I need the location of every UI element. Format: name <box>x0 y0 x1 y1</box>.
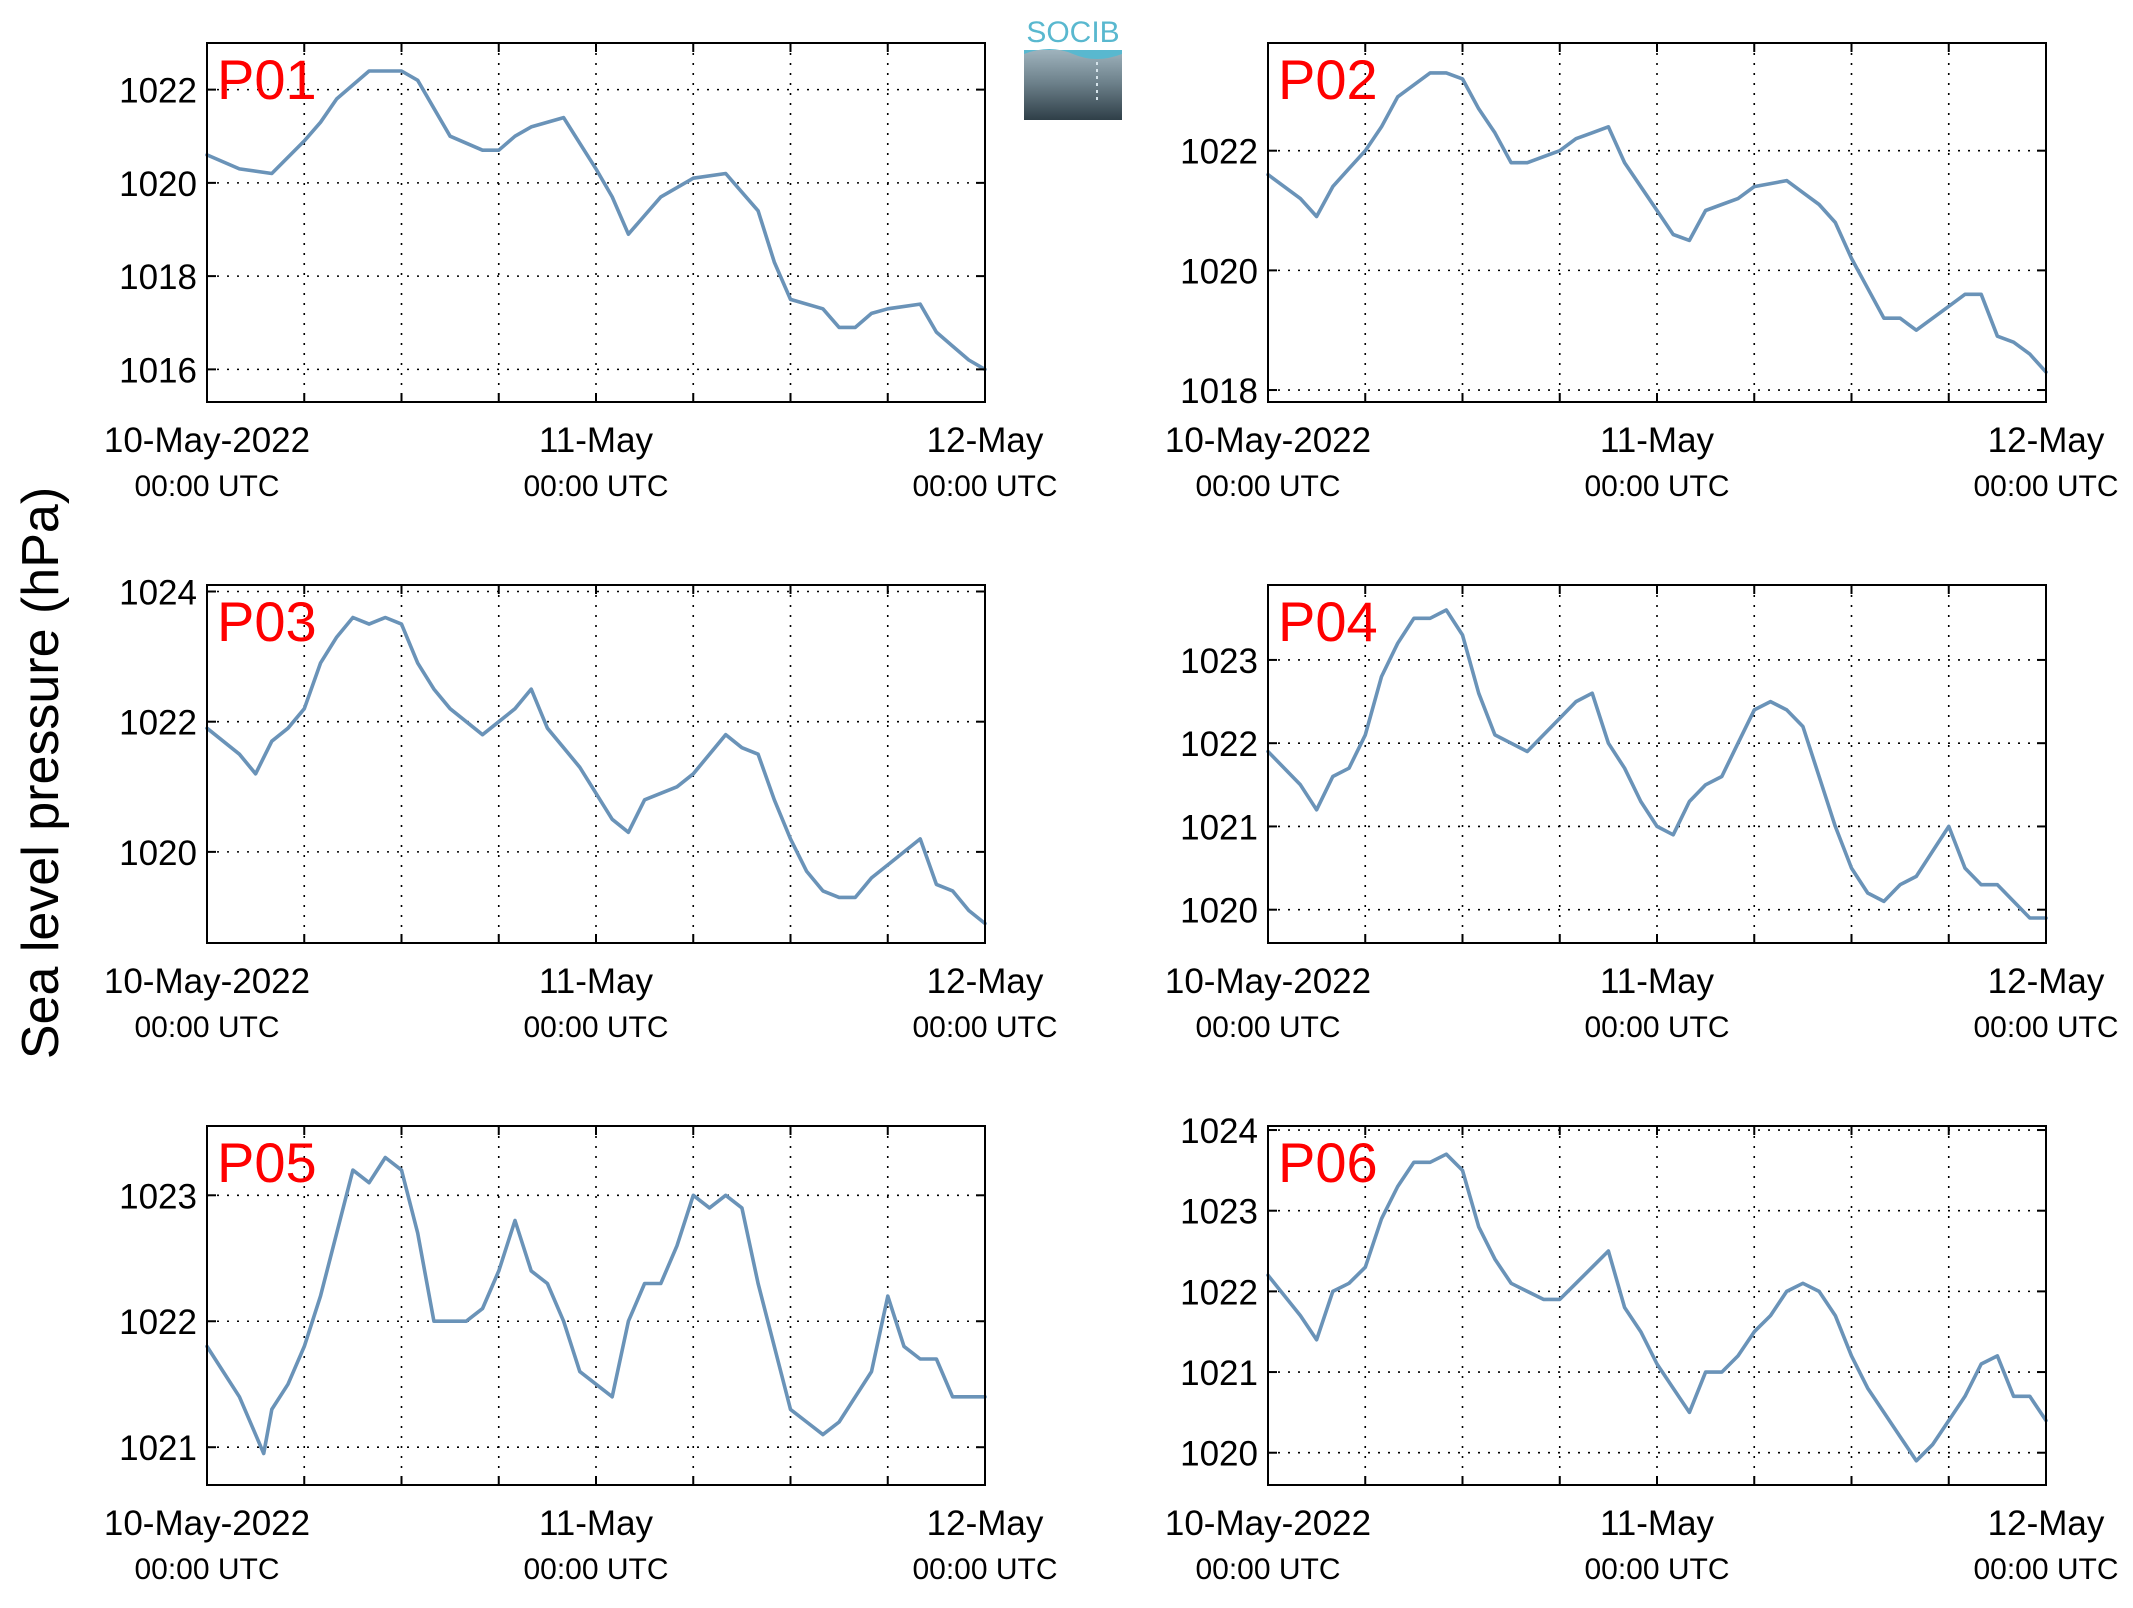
panel-p01: 1016 1018 1020 1022 10-May-2022 00:00 UTC 11-M… <box>104 42 1058 503</box>
socib-logo-wave <box>1024 49 1122 59</box>
x-tick-label: 10-May-2022 <box>1165 421 1371 460</box>
x-tick-sublabel: 00:00 UTC <box>1584 1553 1729 1586</box>
x-tick-label: 11-May <box>539 962 654 1001</box>
x-tick-label: 10-May-2022 <box>1165 962 1371 1001</box>
panel-label: P01 <box>217 48 317 111</box>
x-tick-sublabel: 00:00 UTC <box>1584 1011 1729 1044</box>
y-tick-label: 1016 <box>119 351 197 390</box>
x-tick-label: 10-May-2022 <box>104 1504 310 1543</box>
x-tick-label: 11-May <box>1600 962 1715 1001</box>
x-tick-label: 11-May <box>539 1504 654 1543</box>
pressure-series-line <box>205 1155 987 1456</box>
x-tick-label: 12-May <box>927 421 1044 460</box>
y-tick-label: 1022 <box>1180 725 1258 764</box>
global-y-axis-label: Sea level pressure (hPa) <box>12 487 70 1059</box>
y-tick-label: 1023 <box>1180 642 1258 681</box>
x-tick-label: 10-May-2022 <box>1165 1504 1371 1543</box>
y-tick-label: 1020 <box>1180 1435 1258 1474</box>
y-tick-label: 1024 <box>119 574 197 613</box>
y-tick-label: 1022 <box>1180 133 1258 172</box>
y-tick-label: 1018 <box>1180 372 1258 411</box>
panel-p06: 1020 1021 1022 1023 1024 10-May-2022 00:00 UTC… <box>1165 1112 2119 1586</box>
x-tick-sublabel: 00:00 UTC <box>1195 470 1340 503</box>
y-tick-label: 1020 <box>1180 252 1258 291</box>
socib-logo: SOCIB <box>1024 16 1122 120</box>
y-tick-label: 1023 <box>1180 1193 1258 1232</box>
x-tick-label: 12-May <box>1988 962 2105 1001</box>
socib-logo-text: SOCIB <box>1026 16 1119 49</box>
x-tick-sublabel: 00:00 UTC <box>134 1553 279 1586</box>
x-tick-sublabel: 00:00 UTC <box>523 1011 668 1044</box>
panel-label: P03 <box>217 590 317 653</box>
pressure-series-line <box>1266 608 2048 920</box>
x-tick-sublabel: 00:00 UTC <box>912 1011 1057 1044</box>
x-tick-label: 12-May <box>1988 1504 2105 1543</box>
y-tick-label: 1022 <box>119 1303 197 1342</box>
panel-p05: 1021 1022 1023 10-May-2022 00:00 UTC 11-May 00… <box>104 1125 1058 1586</box>
x-tick-label: 11-May <box>1600 1504 1715 1543</box>
panel-p04: 1020 1021 1022 1023 10-May-2022 00:00 UTC 11-M… <box>1165 584 2119 1044</box>
panel-label: P02 <box>1278 48 1378 111</box>
x-tick-sublabel: 00:00 UTC <box>1973 470 2118 503</box>
y-tick-label: 1023 <box>119 1177 197 1216</box>
pressure-series-line <box>1266 1152 2048 1463</box>
pressure-series-line <box>205 69 987 372</box>
x-tick-sublabel: 00:00 UTC <box>134 470 279 503</box>
x-tick-sublabel: 00:00 UTC <box>912 470 1057 503</box>
x-tick-sublabel: 00:00 UTC <box>1195 1553 1340 1586</box>
x-tick-label: 10-May-2022 <box>104 421 310 460</box>
x-tick-sublabel: 00:00 UTC <box>134 1011 279 1044</box>
y-tick-label: 1018 <box>119 258 197 297</box>
panel-label: P04 <box>1278 590 1378 653</box>
x-tick-label: 11-May <box>539 421 654 460</box>
panel-label: P05 <box>217 1131 317 1194</box>
x-tick-sublabel: 00:00 UTC <box>1973 1553 2118 1586</box>
y-tick-label: 1022 <box>1180 1273 1258 1312</box>
x-tick-label: 12-May <box>927 1504 1044 1543</box>
pressure-series-line <box>205 615 987 926</box>
x-tick-label: 12-May <box>927 962 1044 1001</box>
pressure-series-line <box>1266 71 2048 374</box>
y-tick-label: 1021 <box>119 1429 197 1468</box>
y-tick-label: 1021 <box>1180 1354 1258 1393</box>
panel-p03: 1020 1022 1024 10-May-2022 00:00 UTC 11-May 00… <box>104 574 1058 1044</box>
x-tick-label: 12-May <box>1988 421 2105 460</box>
socib-logo-block <box>1024 50 1122 120</box>
panel-label: P06 <box>1278 1131 1378 1194</box>
x-tick-sublabel: 00:00 UTC <box>1973 1011 2118 1044</box>
panel-p02: 1018 1020 1022 10-May-2022 00:00 UTC 11-May 00… <box>1165 42 2119 503</box>
y-tick-label: 1020 <box>119 165 197 204</box>
x-tick-sublabel: 00:00 UTC <box>1195 1011 1340 1044</box>
y-tick-label: 1024 <box>1180 1112 1258 1151</box>
y-tick-label: 1022 <box>119 72 197 111</box>
x-tick-sublabel: 00:00 UTC <box>912 1553 1057 1586</box>
y-tick-label: 1020 <box>119 834 197 873</box>
y-tick-label: 1022 <box>119 704 197 743</box>
y-tick-label: 1021 <box>1180 808 1258 847</box>
x-tick-label: 10-May-2022 <box>104 962 310 1001</box>
x-tick-sublabel: 00:00 UTC <box>523 1553 668 1586</box>
x-tick-sublabel: 00:00 UTC <box>1584 470 1729 503</box>
x-tick-label: 11-May <box>1600 421 1715 460</box>
x-tick-sublabel: 00:00 UTC <box>523 470 668 503</box>
y-tick-label: 1020 <box>1180 892 1258 931</box>
panels-container: 1016 1018 1020 1022 10-May-2022 00:00 UTC 11-M… <box>104 42 2119 1586</box>
